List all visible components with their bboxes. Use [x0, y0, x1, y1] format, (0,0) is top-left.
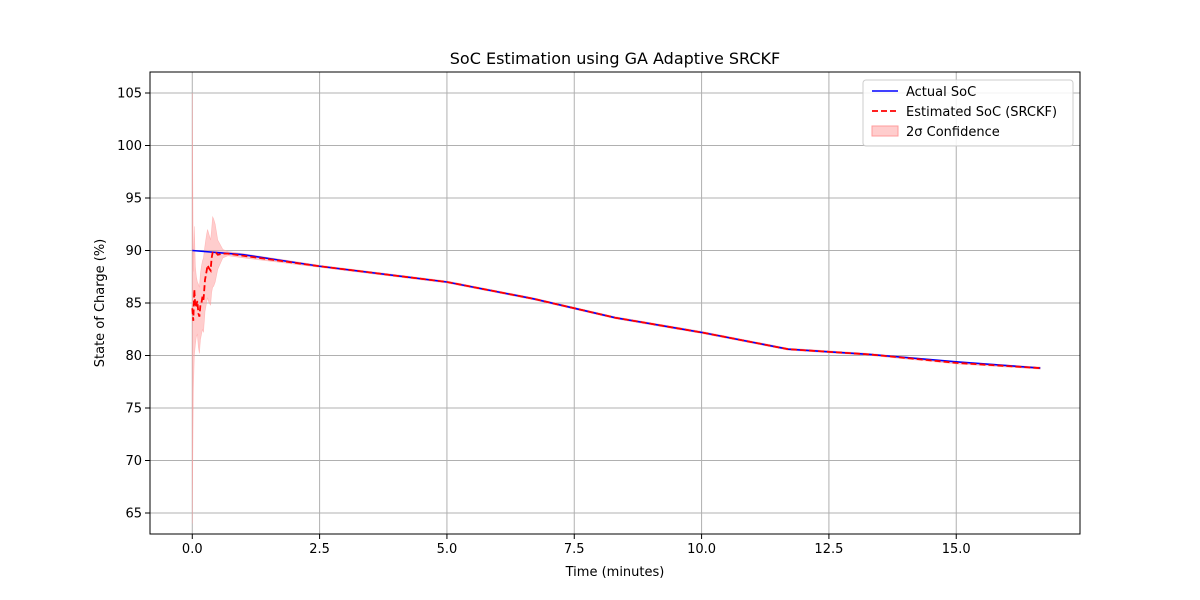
y-tick-label: 65 [125, 507, 142, 522]
x-tick-label: 12.5 [814, 542, 843, 557]
x-tick-label: 10.0 [687, 542, 716, 557]
legend-label-confidence: 2σ Confidence [906, 125, 1000, 140]
y-axis-label: State of Charge (%) [93, 239, 108, 367]
chart-title: SoC Estimation using GA Adaptive SRCKF [450, 49, 780, 68]
legend-label-estimated-soc: Estimated SoC (SRCKF) [906, 105, 1057, 120]
x-tick-label: 0.0 [182, 542, 203, 557]
legend-label-actual-soc: Actual SoC [906, 85, 976, 100]
y-tick-label: 75 [125, 402, 142, 417]
y-tick-label: 85 [125, 297, 142, 312]
x-tick-label: 7.5 [564, 542, 585, 557]
series-group [191, 249, 1041, 369]
legend-swatch-confidence [871, 125, 899, 137]
y-tick-label: 100 [117, 139, 142, 154]
y-tick-label: 80 [125, 349, 142, 364]
x-tick-label: 5.0 [437, 542, 458, 557]
y-tick-label: 70 [125, 454, 142, 469]
x-axis-label: Time (minutes) [565, 565, 665, 580]
y-axis-ticks: 65 70 75 80 85 90 95 100 105 [117, 87, 150, 522]
y-tick-label: 95 [125, 192, 142, 207]
series-line-estimated-soc [191, 250, 1041, 369]
legend-box [862, 79, 1074, 147]
confidence-band-group [191, 92, 1041, 524]
x-axis-ticks: 0.0 2.5 5.0 7.5 10.0 12.5 15.0 [182, 534, 971, 557]
y-tick-label: 90 [125, 244, 142, 259]
legend: Actual SoC Estimated SoC (SRCKF) 2σ Conf… [862, 79, 1074, 147]
x-tick-label: 2.5 [309, 542, 330, 557]
confidence-band [191, 92, 1041, 524]
y-tick-label: 105 [117, 87, 142, 102]
x-tick-label: 15.0 [942, 542, 971, 557]
grid [150, 72, 1080, 534]
